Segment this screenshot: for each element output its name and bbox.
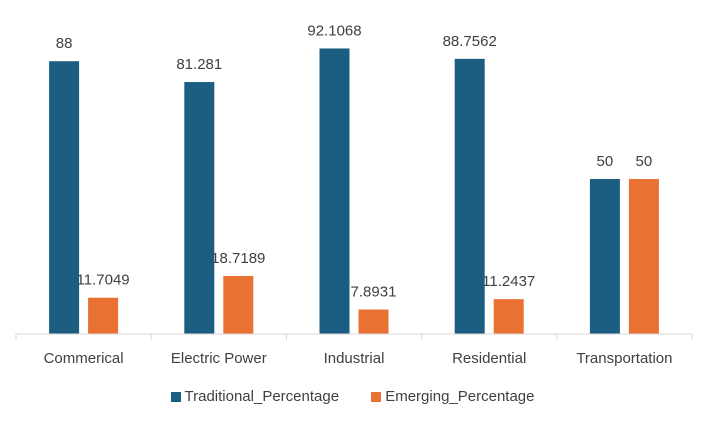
bar-emerging xyxy=(358,309,389,334)
data-labels-layer: 88 11.7049 81.281 18.7189 92.1068 7.8931 88.75… xyxy=(56,22,652,300)
bar-emerging xyxy=(223,275,254,334)
x-tick-label: Transportation xyxy=(576,350,672,367)
bar-traditional xyxy=(319,48,350,334)
legend-label-emerging: Emerging_Percentage xyxy=(385,388,535,405)
bar-chart: 88 11.7049 81.281 18.7189 92.1068 7.8931 88.75… xyxy=(15,22,693,367)
data-label: 11.2437 xyxy=(482,273,535,290)
data-label: 92.1068 xyxy=(307,22,361,39)
x-tick-label: Industrial xyxy=(324,350,385,367)
data-label: 7.8931 xyxy=(351,284,397,301)
bar-emerging xyxy=(88,297,119,334)
x-axis: Commerical Electric Power Industrial Reside… xyxy=(15,333,693,367)
data-label: 11.7049 xyxy=(77,272,130,289)
x-tick-label: Residential xyxy=(452,350,526,367)
legend: Traditional_Percentage Emerging_Percenta… xyxy=(0,388,705,406)
bars-layer xyxy=(49,48,659,335)
bar-traditional xyxy=(589,179,620,334)
bar-emerging xyxy=(493,299,524,334)
legend-label-traditional: Traditional_Percentage xyxy=(184,388,340,405)
bar-traditional xyxy=(49,61,80,334)
legend-swatch-traditional xyxy=(170,391,181,402)
bar-traditional xyxy=(184,82,215,334)
data-label: 81.281 xyxy=(176,56,222,73)
data-label: 88.7562 xyxy=(443,33,497,50)
data-label: 50 xyxy=(597,153,614,170)
bar-traditional xyxy=(454,58,485,335)
bar-emerging xyxy=(628,179,659,334)
legend-item-traditional: Traditional_Percentage xyxy=(170,388,340,405)
legend-swatch-emerging xyxy=(371,391,382,402)
x-tick-label: Commerical xyxy=(44,350,124,367)
x-tick-label: Electric Power xyxy=(171,350,267,367)
data-label: 88 xyxy=(56,35,73,52)
data-label: 50 xyxy=(636,153,653,170)
legend-item-emerging: Emerging_Percentage xyxy=(371,388,534,405)
data-label: 18.7189 xyxy=(211,250,265,267)
